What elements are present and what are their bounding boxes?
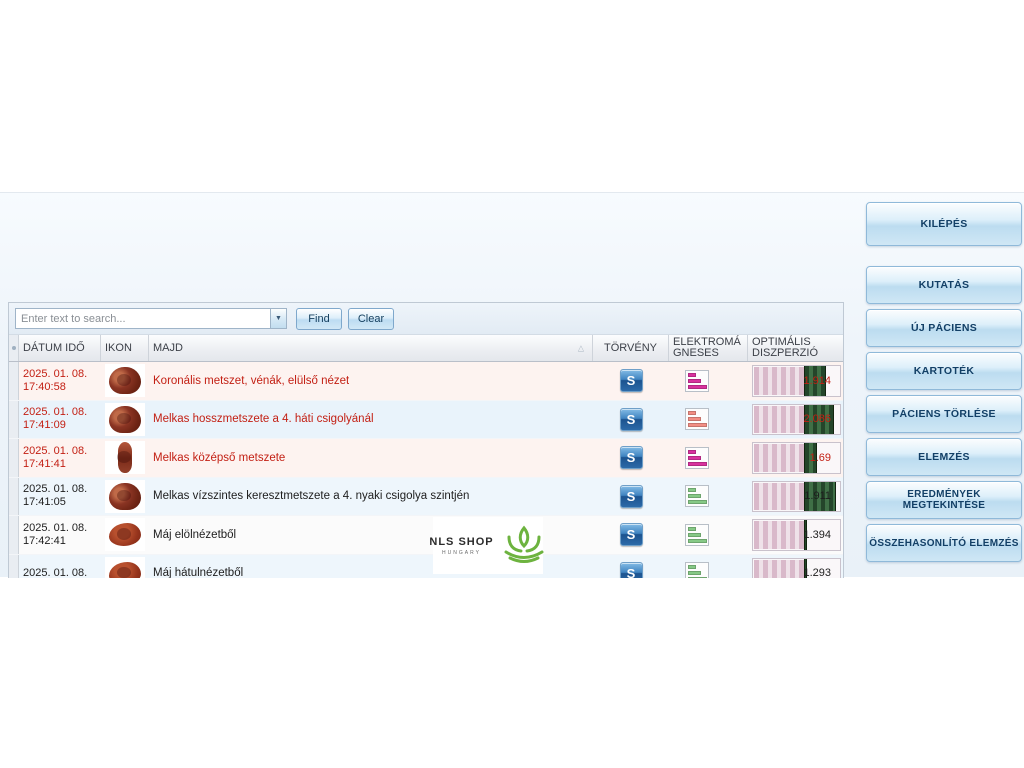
anatomy-thumbnail — [105, 402, 145, 436]
table-row[interactable]: 2025. 01. 08. 17:42:41 Máj elölnézetből … — [9, 516, 843, 555]
column-header-date[interactable]: DÁTUM IDŐ — [19, 335, 101, 361]
dispersion-gauge: 1.293 — [752, 557, 841, 578]
dispersion-value: 1.394 — [803, 528, 831, 541]
search-input[interactable] — [15, 308, 271, 329]
standard-law-icon: S — [619, 561, 643, 578]
standard-law-icon: S — [619, 446, 643, 470]
standard-law-icon: S — [619, 484, 643, 508]
electromagnetic-bars-icon — [685, 369, 709, 392]
main-content-area: VEZETÉKNÉV KERESZTNÉV VÉRCSOPORT KOR E-M… — [0, 192, 1024, 578]
anatomy-thumbnail — [105, 441, 145, 475]
anatomy-thumbnail — [105, 518, 145, 552]
dispersion-value: 1.293 — [803, 567, 831, 578]
search-bar: ▼ Find Clear — [9, 303, 843, 335]
results-panel: ▼ Find Clear DÁTUM IDŐ IKON MAJD △ TÖRVÉ… — [8, 302, 844, 578]
column-header-icon[interactable]: IKON — [101, 335, 149, 361]
table-row[interactable]: 2025. 01. 08. Máj hátulnézetből S 1.293 — [9, 554, 843, 578]
anatomy-thumbnail — [105, 556, 145, 578]
column-header-majd[interactable]: MAJD △ — [149, 335, 593, 361]
chevron-down-icon: ▼ — [275, 315, 282, 322]
header-gutter — [9, 335, 19, 361]
table-row[interactable]: 2025. 01. 08. 17:40:58 Koronális metszet… — [9, 362, 843, 401]
dispersion-value: 1.69 — [809, 451, 831, 464]
anatomy-thumbnail — [105, 479, 145, 513]
standard-law-icon: S — [619, 369, 643, 393]
find-button[interactable]: Find — [296, 308, 342, 330]
electromagnetic-bars-icon — [685, 446, 709, 469]
table-row[interactable]: 2025. 01. 08. 17:41:05 Melkas vízszintes… — [9, 477, 843, 516]
dispersion-value: 2.086 — [803, 413, 831, 426]
view-results-button[interactable]: EREDMÉNYEK MEGTEKINTÉSE — [866, 481, 1022, 519]
standard-law-icon: S — [619, 407, 643, 431]
electromagnetic-bars-icon — [685, 562, 709, 578]
comparative-analysis-button[interactable]: ÖSSZEHASONLÍTÓ ELEMZÉS — [866, 524, 1022, 562]
analysis-button[interactable]: ELEMZÉS — [866, 438, 1022, 476]
card-index-button[interactable]: KARTOTÉK — [866, 352, 1022, 390]
table-header: DÁTUM IDŐ IKON MAJD △ TÖRVÉNY ELEKTROMÁG… — [9, 335, 843, 362]
delete-patient-button[interactable]: PÁCIENS TÖRLÉSE — [866, 395, 1022, 433]
table-row[interactable]: 2025. 01. 08. 17:41:09 Melkas hosszmetsz… — [9, 400, 843, 439]
dispersion-value: 1.911 — [804, 490, 831, 503]
column-header-torveny[interactable]: TÖRVÉNY — [593, 335, 669, 361]
dispersion-gauge: 1.911 — [752, 480, 841, 512]
new-patient-button[interactable]: ÚJ PÁCIENS — [866, 309, 1022, 347]
anatomy-thumbnail — [105, 364, 145, 398]
lotus-icon — [501, 525, 547, 567]
research-button[interactable]: KUTATÁS — [866, 266, 1022, 304]
search-dropdown-button[interactable]: ▼ — [270, 308, 287, 329]
dispersion-value: 1.914 — [803, 374, 831, 387]
dispersion-gauge: 2.086 — [752, 403, 841, 435]
column-header-elektromagneses[interactable]: ELEKTROMÁGNESES — [669, 335, 748, 361]
electromagnetic-bars-icon — [685, 408, 709, 431]
table-row[interactable]: 2025. 01. 08. 17:41:41 Melkas középső me… — [9, 439, 843, 478]
watermark-logo: NLS SHOP HUNGARY — [429, 517, 544, 574]
column-header-optimalis[interactable]: OPTIMÁLIS DISZPERZIÓ — [752, 336, 819, 359]
clear-button[interactable]: Clear — [348, 308, 394, 330]
electromagnetic-bars-icon — [685, 485, 709, 508]
dispersion-gauge: 1.394 — [752, 519, 841, 551]
dispersion-gauge: 1.914 — [752, 365, 841, 397]
table-body: 2025. 01. 08. 17:40:58 Koronális metszet… — [9, 362, 843, 578]
row-indicator-icon — [11, 346, 16, 350]
sort-ascending-icon: △ — [577, 343, 584, 353]
electromagnetic-bars-icon — [685, 523, 709, 546]
standard-law-icon: S — [619, 523, 643, 547]
dispersion-gauge: 1.69 — [752, 442, 841, 474]
exit-button[interactable]: KILÉPÉS — [866, 202, 1022, 246]
